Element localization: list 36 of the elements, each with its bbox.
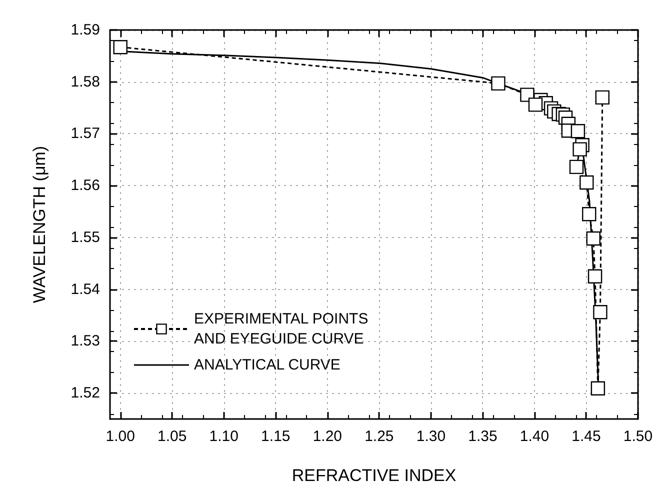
x-tick-label: 1.30: [416, 428, 446, 445]
point: [528, 98, 543, 112]
point: [590, 381, 606, 396]
point: [113, 40, 128, 54]
x-tick-label: 1.20: [312, 428, 342, 445]
x-tick-label: 1.40: [520, 428, 550, 445]
y-tick-label: 1.53: [70, 332, 100, 350]
x-tick-label: 1.45: [572, 428, 601, 445]
x-tick-label: 1.15: [261, 428, 290, 445]
point: [569, 160, 584, 174]
y-tick-label: 1.52: [70, 384, 100, 402]
point: [582, 207, 596, 222]
x-tick-label: 1.35: [468, 428, 498, 445]
point: [572, 142, 587, 156]
x-tick-label: 1.05: [158, 428, 187, 445]
y-tick-label: 1.58: [70, 73, 100, 90]
y-tick-label: 1.56: [70, 177, 100, 194]
x-tick-label: 1.50: [623, 428, 653, 445]
y-tick-label: 1.59: [70, 22, 100, 38]
x-tick-label: 1.10: [209, 428, 238, 445]
y-tick-label: 1.54: [70, 280, 100, 298]
x-axis-title: REFRACTIVE INDEX: [292, 466, 456, 485]
point: [580, 175, 594, 190]
y-tick-label: 1.57: [70, 125, 100, 142]
point: [586, 231, 600, 246]
point: [595, 90, 610, 105]
point: [593, 305, 608, 320]
y-axis-title: WAVELENGTH (μm): [30, 146, 49, 304]
legend-label: ANALYTICAL CURVE: [194, 356, 340, 374]
x-tick-label: 1.25: [364, 428, 394, 445]
point: [588, 269, 602, 284]
y-tick-label: 1.55: [70, 228, 100, 246]
point: [570, 124, 586, 138]
legend-label: EXPERIMENTAL POINTS AND EYEGUIDE CURVE: [194, 310, 368, 348]
point: [491, 76, 506, 91]
x-tick-label: 1.00: [106, 428, 135, 445]
